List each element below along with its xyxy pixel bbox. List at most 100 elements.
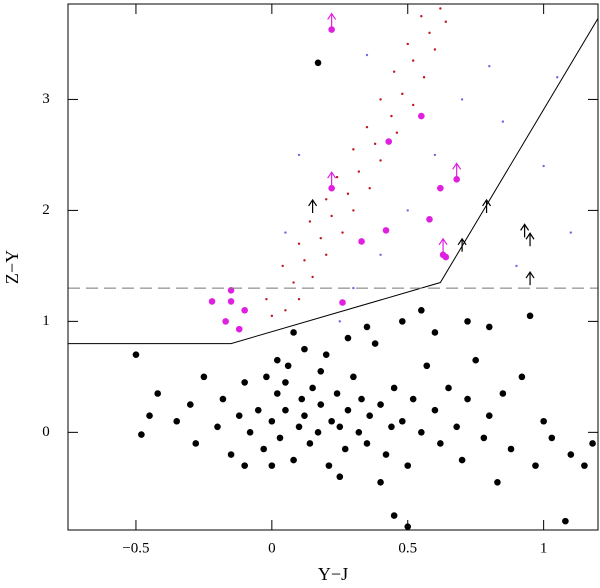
- point: [460, 98, 464, 101]
- dot: [235, 412, 243, 420]
- dot: [241, 306, 248, 314]
- dot: [377, 401, 384, 408]
- lower-limit-arrow: [482, 198, 492, 213]
- dot: [241, 462, 248, 469]
- lower-limit-arrow: [438, 237, 448, 252]
- dot: [282, 379, 289, 386]
- dot: [322, 351, 330, 358]
- dot: [214, 423, 221, 431]
- dot: [306, 440, 314, 447]
- dot: [138, 431, 145, 438]
- point: [433, 48, 437, 51]
- dot: [146, 412, 153, 420]
- point: [444, 20, 447, 23]
- dot: [295, 423, 303, 431]
- point: [406, 42, 409, 46]
- dot: [273, 390, 281, 397]
- dot: [437, 184, 444, 192]
- dot: [350, 373, 357, 381]
- dot: [192, 440, 200, 447]
- point: [308, 220, 312, 223]
- point: [311, 275, 314, 279]
- point: [401, 92, 404, 96]
- dot: [333, 390, 341, 397]
- point: [330, 214, 333, 218]
- dot: [254, 406, 262, 414]
- point: [270, 314, 274, 318]
- dot: [366, 412, 373, 420]
- point: [379, 253, 382, 256]
- dot: [390, 512, 398, 519]
- point: [292, 281, 295, 284]
- point: [422, 76, 426, 79]
- dot: [227, 287, 235, 294]
- dot: [268, 417, 276, 425]
- point: [439, 7, 442, 10]
- point: [379, 98, 382, 101]
- dot: [309, 384, 316, 392]
- dot: [227, 451, 235, 458]
- point: [335, 175, 339, 179]
- point: [420, 15, 423, 18]
- y-tick-label: 0: [42, 424, 50, 440]
- point: [542, 164, 545, 168]
- dot: [284, 362, 292, 370]
- dot: [453, 423, 460, 431]
- dot: [371, 340, 379, 347]
- point: [515, 264, 518, 268]
- lower-limit-arrow: [327, 171, 337, 186]
- point: [390, 114, 393, 118]
- dot: [382, 227, 390, 234]
- point: [265, 297, 268, 301]
- dot: [282, 406, 289, 414]
- dot: [518, 373, 526, 381]
- dot: [290, 456, 297, 464]
- lower-limit-arrow: [525, 271, 535, 286]
- dot: [260, 445, 267, 453]
- point: [352, 286, 355, 290]
- dot: [200, 373, 208, 381]
- point: [365, 125, 369, 129]
- lower-limit-arrow: [327, 12, 337, 27]
- dot: [339, 299, 346, 306]
- dot: [222, 318, 229, 325]
- dot: [377, 478, 384, 486]
- dot: [298, 395, 306, 403]
- dot: [442, 253, 450, 261]
- dot: [540, 417, 547, 425]
- lower-limit-arrow: [308, 198, 318, 213]
- dot: [567, 451, 575, 458]
- dot: [480, 434, 488, 442]
- point: [365, 53, 369, 57]
- dot: [399, 417, 406, 425]
- dot: [499, 390, 507, 397]
- y-tick-label: 2: [42, 202, 50, 218]
- point: [411, 59, 415, 62]
- dot: [418, 112, 425, 120]
- point: [357, 170, 361, 173]
- dot: [341, 445, 349, 453]
- point: [346, 192, 350, 195]
- boundary-line: [68, 18, 598, 345]
- dot: [363, 440, 371, 447]
- dot: [241, 379, 248, 386]
- dot: [445, 384, 452, 392]
- dot: [581, 462, 588, 469]
- dot: [263, 373, 270, 381]
- point: [297, 242, 301, 245]
- dot: [317, 401, 325, 408]
- dot: [325, 462, 333, 469]
- point: [379, 159, 382, 162]
- point: [303, 259, 306, 262]
- dot: [336, 473, 344, 481]
- dot: [154, 390, 161, 397]
- dot: [423, 362, 431, 370]
- dot: [328, 184, 335, 192]
- dot: [317, 368, 325, 375]
- dot: [532, 462, 539, 469]
- x-tick-label: 1: [540, 540, 548, 556]
- dot: [314, 429, 322, 436]
- dot: [388, 423, 395, 431]
- dot: [562, 517, 569, 525]
- point: [406, 209, 409, 212]
